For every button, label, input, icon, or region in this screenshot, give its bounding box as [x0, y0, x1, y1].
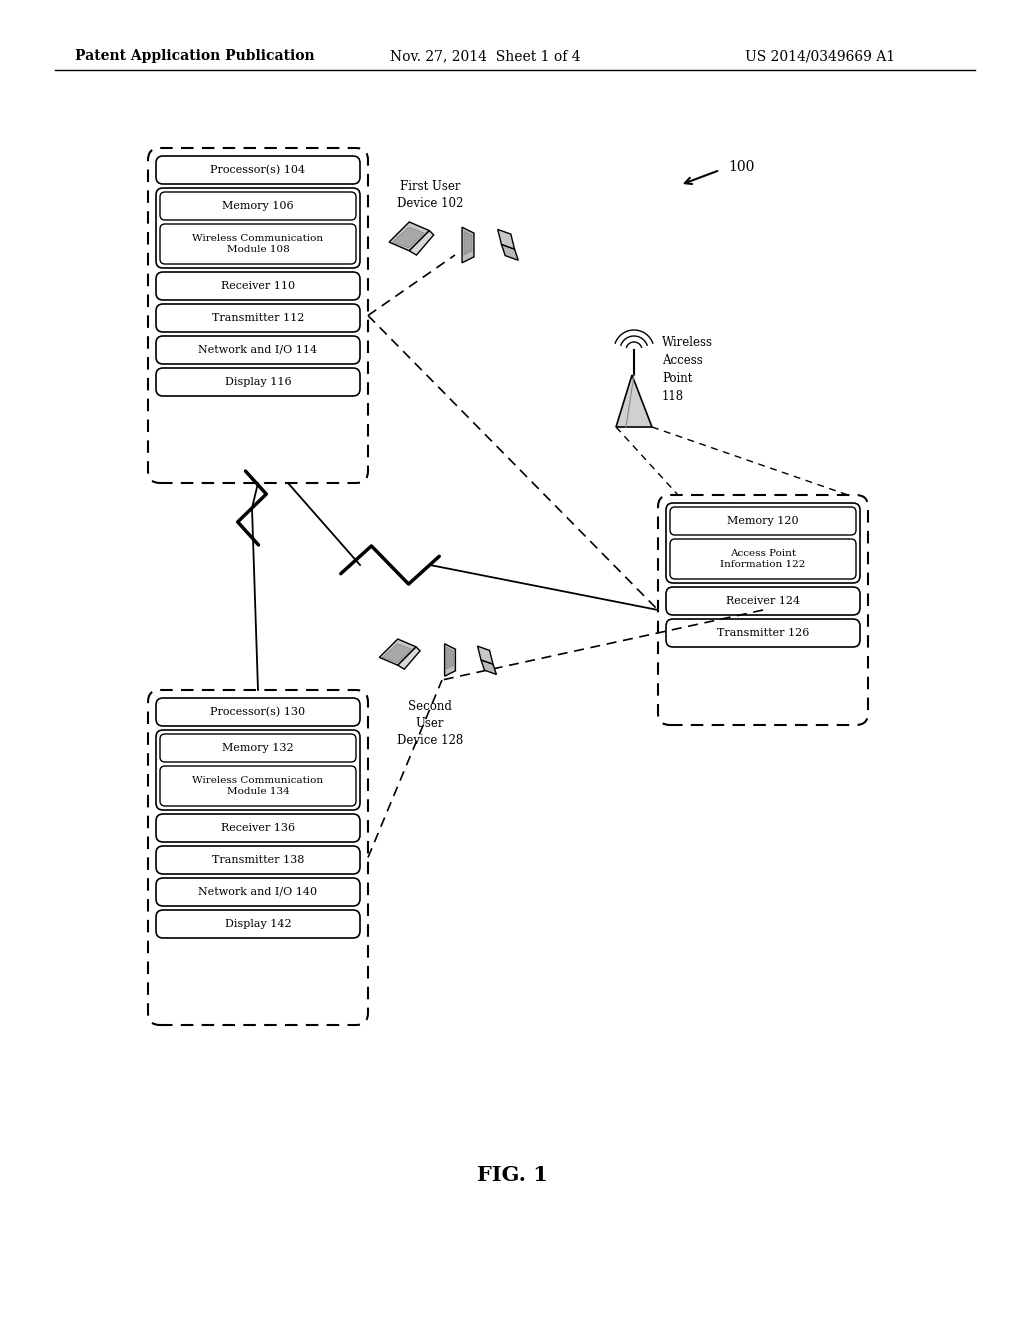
- Text: FIG. 1: FIG. 1: [476, 1166, 548, 1185]
- FancyBboxPatch shape: [160, 766, 356, 807]
- Polygon shape: [481, 660, 497, 675]
- Polygon shape: [462, 227, 474, 263]
- FancyBboxPatch shape: [156, 814, 360, 842]
- Polygon shape: [397, 647, 420, 669]
- Text: Nov. 27, 2014  Sheet 1 of 4: Nov. 27, 2014 Sheet 1 of 4: [390, 49, 581, 63]
- FancyBboxPatch shape: [670, 507, 856, 535]
- FancyBboxPatch shape: [160, 224, 356, 264]
- FancyBboxPatch shape: [658, 495, 868, 725]
- FancyBboxPatch shape: [156, 909, 360, 939]
- FancyBboxPatch shape: [160, 191, 356, 220]
- Text: 100: 100: [728, 160, 755, 174]
- Polygon shape: [477, 645, 493, 664]
- FancyBboxPatch shape: [666, 587, 860, 615]
- Text: Wireless
Access
Point
118: Wireless Access Point 118: [662, 337, 713, 404]
- FancyBboxPatch shape: [666, 503, 860, 583]
- Polygon shape: [444, 644, 456, 676]
- Polygon shape: [616, 375, 652, 426]
- Text: US 2014/0349669 A1: US 2014/0349669 A1: [745, 49, 895, 63]
- Polygon shape: [392, 227, 424, 248]
- FancyBboxPatch shape: [156, 156, 360, 183]
- Text: Processor(s) 130: Processor(s) 130: [211, 706, 305, 717]
- Text: Memory 132: Memory 132: [222, 743, 294, 752]
- Polygon shape: [383, 644, 412, 663]
- Polygon shape: [410, 231, 434, 255]
- Text: Transmitter 112: Transmitter 112: [212, 313, 304, 323]
- Text: Network and I/O 140: Network and I/O 140: [199, 887, 317, 898]
- FancyBboxPatch shape: [148, 690, 368, 1026]
- FancyBboxPatch shape: [148, 148, 368, 483]
- Text: Access Point
Information 122: Access Point Information 122: [720, 549, 806, 569]
- FancyBboxPatch shape: [156, 304, 360, 333]
- FancyBboxPatch shape: [156, 337, 360, 364]
- Text: Patent Application Publication: Patent Application Publication: [75, 49, 314, 63]
- Polygon shape: [379, 639, 416, 665]
- Text: Transmitter 126: Transmitter 126: [717, 628, 809, 638]
- Text: Receiver 110: Receiver 110: [221, 281, 295, 290]
- FancyBboxPatch shape: [156, 368, 360, 396]
- Text: Transmitter 138: Transmitter 138: [212, 855, 304, 865]
- FancyBboxPatch shape: [156, 698, 360, 726]
- Text: Display 142: Display 142: [224, 919, 291, 929]
- Text: Wireless Communication
Module 108: Wireless Communication Module 108: [193, 234, 324, 255]
- Text: Network and I/O 114: Network and I/O 114: [199, 345, 317, 355]
- Text: Processor(s) 104: Processor(s) 104: [211, 165, 305, 176]
- Text: Memory 120: Memory 120: [727, 516, 799, 525]
- Polygon shape: [498, 230, 514, 249]
- Polygon shape: [446, 647, 454, 669]
- Polygon shape: [502, 244, 518, 260]
- FancyBboxPatch shape: [156, 187, 360, 268]
- Text: First User
Device 102: First User Device 102: [397, 180, 463, 210]
- Polygon shape: [464, 231, 472, 255]
- Text: Receiver 136: Receiver 136: [221, 822, 295, 833]
- Text: Wireless Communication
Module 134: Wireless Communication Module 134: [193, 776, 324, 796]
- FancyBboxPatch shape: [156, 878, 360, 906]
- Polygon shape: [389, 222, 429, 251]
- Text: Second
User
Device 128: Second User Device 128: [397, 700, 463, 747]
- FancyBboxPatch shape: [160, 734, 356, 762]
- FancyBboxPatch shape: [156, 846, 360, 874]
- FancyBboxPatch shape: [666, 619, 860, 647]
- Text: Receiver 124: Receiver 124: [726, 597, 800, 606]
- Text: Display 116: Display 116: [224, 378, 291, 387]
- FancyBboxPatch shape: [156, 272, 360, 300]
- Text: Memory 106: Memory 106: [222, 201, 294, 211]
- FancyBboxPatch shape: [156, 730, 360, 810]
- FancyBboxPatch shape: [670, 539, 856, 579]
